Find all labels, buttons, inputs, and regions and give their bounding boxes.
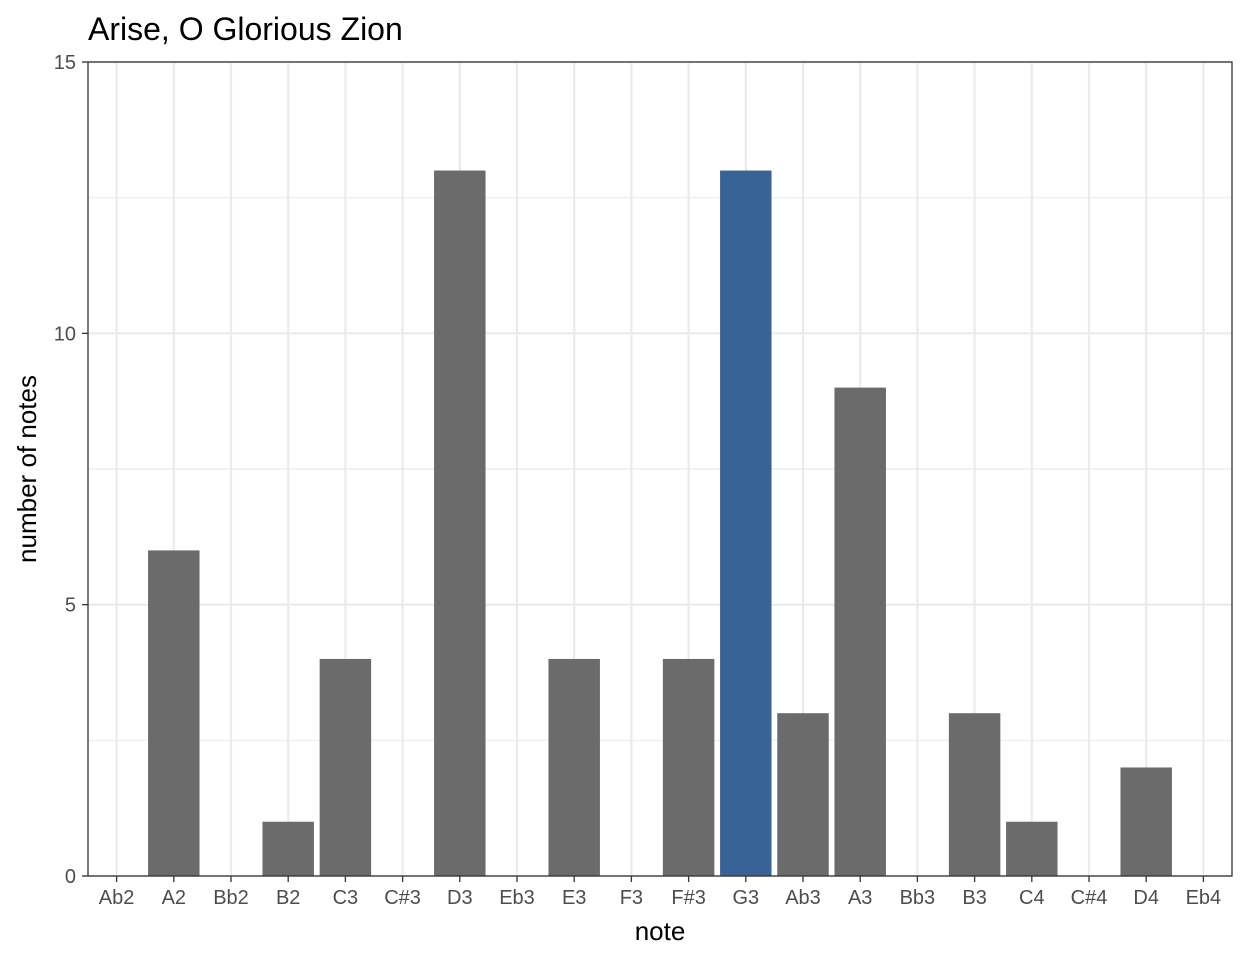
y-tick-label: 5: [65, 595, 76, 617]
x-tick-label: G3: [732, 887, 759, 909]
grid-lines: [88, 60, 1232, 878]
y-tick-label: 10: [54, 323, 76, 345]
y-tick-label: 15: [54, 52, 76, 74]
x-tick-label: A3: [848, 887, 872, 909]
bar-a2: [148, 550, 200, 876]
x-tick-label: Eb3: [499, 887, 535, 909]
bar-g3: [720, 170, 772, 877]
bar-ab3: [777, 713, 829, 876]
x-tick-label: Eb4: [1186, 887, 1222, 909]
bar-b2: [262, 821, 314, 876]
x-axis: Ab2 A2 Bb2 B2 C3 C#3 D3 Eb3 E3 F3 F#3 G3 Ab3 A3 Bb3 B3 C…: [99, 876, 1221, 909]
x-axis-title: note: [635, 916, 686, 946]
x-tick-label: Bb2: [213, 887, 249, 909]
x-tick-label: B2: [276, 887, 300, 909]
bar-d3: [434, 170, 486, 877]
x-tick-label: C#4: [1071, 887, 1108, 909]
x-tick-label: D4: [1133, 887, 1159, 909]
y-axis: 0 5 10 15: [54, 52, 88, 888]
bar-e3: [548, 658, 600, 876]
x-tick-label: C#3: [384, 887, 421, 909]
panel-border: [87, 61, 1233, 877]
bar-c3: [319, 658, 372, 876]
x-tick-label: E3: [562, 887, 586, 909]
x-tick-label: C4: [1019, 887, 1045, 909]
x-tick-label: Ab3: [785, 887, 821, 909]
bar-a3: [834, 387, 886, 876]
x-tick-label: Ab2: [99, 887, 135, 909]
x-tick-label: D3: [447, 887, 473, 909]
x-tick-label: Bb3: [900, 887, 936, 909]
y-tick-label: 0: [65, 866, 76, 888]
x-tick-label: F#3: [671, 887, 705, 909]
bar-d4: [1120, 767, 1172, 876]
bar-fsharp3: [662, 658, 715, 876]
bar-b3: [948, 713, 1001, 876]
x-tick-label: C3: [333, 887, 359, 909]
x-tick-label: A2: [162, 887, 186, 909]
bars: [148, 170, 1172, 877]
x-tick-label: F3: [620, 887, 643, 909]
bar-c4: [1006, 821, 1058, 876]
y-axis-title: number of notes: [12, 375, 42, 563]
x-tick-label: B3: [962, 887, 986, 909]
chart-title: Arise, O Glorious Zion: [88, 11, 403, 47]
